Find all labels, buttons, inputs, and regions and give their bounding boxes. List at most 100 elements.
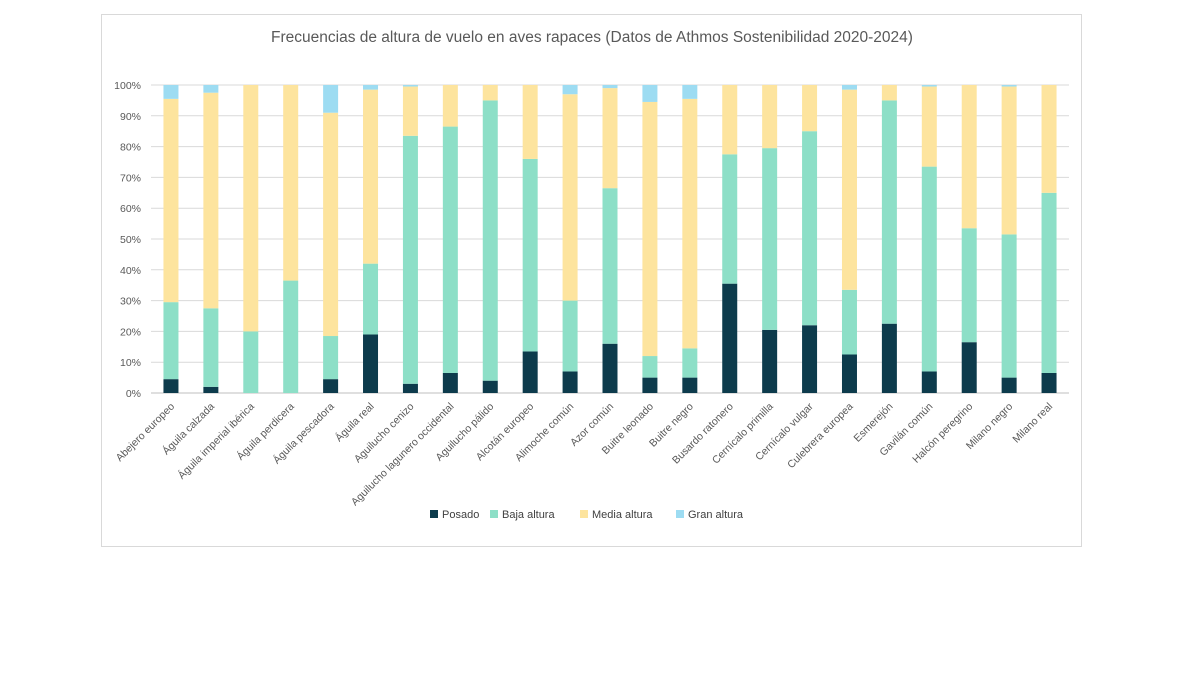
bar-segment-media-altura	[163, 98, 179, 303]
bar-segment-media-altura	[283, 85, 299, 281]
bar-segment-baja-altura	[243, 331, 259, 393]
bar-segment-baja-altura	[762, 148, 778, 330]
bar-segment-media-altura	[921, 86, 937, 167]
bar-segment-media-altura	[841, 89, 857, 290]
y-tick-label: 0%	[126, 388, 141, 400]
bar-segment-posado	[921, 371, 937, 393]
bar-segment-media-altura	[722, 85, 738, 155]
bar-segment-gran-altura	[682, 85, 698, 99]
stacked-bar-chart: Frecuencias de altura de vuelo en aves r…	[114, 29, 1069, 521]
y-tick-label: 10%	[120, 357, 141, 369]
bar-segment-baja-altura	[722, 154, 738, 284]
bar-segment-posado	[482, 380, 498, 393]
bar-segment-posado	[802, 325, 818, 393]
legend-label: Gran altura	[688, 509, 744, 521]
bar-segment-posado	[562, 371, 578, 393]
bar-segment-baja-altura	[283, 280, 299, 393]
bar-segment-baja-altura	[921, 166, 937, 372]
bar-segment-media-altura	[602, 88, 618, 189]
bar-segment-baja-altura	[1041, 192, 1057, 373]
legend-swatch	[490, 510, 498, 518]
y-tick-label: 40%	[120, 265, 141, 277]
bar-segment-media-altura	[522, 85, 538, 159]
bar-segment-posado	[363, 334, 379, 393]
bar-segment-media-altura	[562, 94, 578, 301]
bar-segment-posado	[163, 379, 179, 393]
bar-segment-gran-altura	[921, 85, 937, 87]
bar-segment-baja-altura	[562, 300, 578, 372]
bar-segment-baja-altura	[203, 308, 219, 387]
bar-segment-posado	[323, 379, 339, 393]
bar-segment-baja-altura	[642, 356, 658, 378]
bar-segment-baja-altura	[482, 100, 498, 381]
bar-segment-media-altura	[762, 85, 778, 149]
bar-segment-gran-altura	[363, 85, 379, 90]
bar-segment-baja-altura	[442, 126, 458, 373]
bars	[163, 85, 1057, 393]
y-axis: 0% 10% 20% 30% 40% 50% 60% 70% 80% 90% 100%	[114, 80, 141, 400]
bar-segment-gran-altura	[642, 85, 658, 102]
bar-segment-baja-altura	[323, 336, 339, 380]
bar-segment-posado	[602, 343, 618, 393]
bar-segment-baja-altura	[961, 228, 977, 343]
x-tick-label: Águila imperial ibérica	[175, 400, 257, 482]
chart-frame: Frecuencias de altura de vuelo en aves r…	[101, 14, 1082, 547]
bar-segment-media-altura	[363, 89, 379, 264]
bar-segment-media-altura	[961, 85, 977, 229]
bar-segment-media-altura	[482, 85, 498, 101]
bar-segment-media-altura	[442, 85, 458, 127]
y-tick-label: 30%	[120, 296, 141, 308]
legend-swatch	[580, 510, 588, 518]
bar-segment-gran-altura	[841, 85, 857, 90]
legend-swatch	[676, 510, 684, 518]
x-tick-label: Milano real	[1010, 401, 1055, 446]
bar-segment-posado	[642, 377, 658, 393]
bar-segment-baja-altura	[363, 263, 379, 335]
y-tick-label: 20%	[120, 326, 141, 338]
legend-label: Posado	[442, 509, 479, 521]
bar-segment-posado	[1001, 377, 1017, 393]
bar-segment-baja-altura	[841, 289, 857, 355]
bar-segment-gran-altura	[323, 85, 339, 113]
bar-segment-media-altura	[203, 92, 219, 309]
bar-segment-posado	[402, 383, 418, 393]
bar-segment-posado	[203, 386, 219, 393]
y-tick-label: 80%	[120, 142, 141, 154]
y-tick-label: 100%	[114, 80, 141, 92]
bar-segment-posado	[961, 342, 977, 393]
bar-segment-gran-altura	[402, 85, 418, 87]
bar-segment-media-altura	[1041, 85, 1057, 193]
y-tick-label: 70%	[120, 172, 141, 184]
bar-segment-baja-altura	[522, 158, 538, 352]
bar-segment-posado	[881, 323, 897, 393]
bar-segment-posado	[442, 372, 458, 393]
legend-label: Media altura	[592, 509, 653, 521]
bar-segment-posado	[682, 377, 698, 393]
bar-segment-baja-altura	[802, 131, 818, 326]
bar-segment-posado	[762, 329, 778, 393]
bar-segment-posado	[722, 283, 738, 393]
bar-segment-media-altura	[323, 112, 339, 337]
legend-swatch	[430, 510, 438, 518]
chart-title: Frecuencias de altura de vuelo en aves r…	[271, 29, 913, 46]
bar-segment-baja-altura	[402, 135, 418, 384]
y-tick-label: 60%	[120, 203, 141, 215]
legend: Posado Baja altura Media altura Gran altura	[430, 509, 744, 521]
bar-segment-media-altura	[802, 85, 818, 132]
bar-segment-posado	[841, 354, 857, 393]
bar-segment-baja-altura	[163, 302, 179, 380]
bar-segment-media-altura	[402, 86, 418, 136]
bar-segment-gran-altura	[1001, 85, 1017, 87]
bar-segment-posado	[1041, 372, 1057, 393]
bar-segment-posado	[522, 351, 538, 393]
bar-segment-gran-altura	[203, 85, 219, 93]
y-tick-label: 90%	[120, 111, 141, 123]
bar-segment-gran-altura	[562, 85, 578, 95]
bar-segment-media-altura	[243, 85, 259, 332]
bar-segment-baja-altura	[1001, 234, 1017, 378]
legend-label: Baja altura	[502, 509, 555, 521]
bar-segment-media-altura	[881, 85, 897, 101]
bar-segment-baja-altura	[881, 100, 897, 324]
bar-segment-baja-altura	[602, 188, 618, 344]
